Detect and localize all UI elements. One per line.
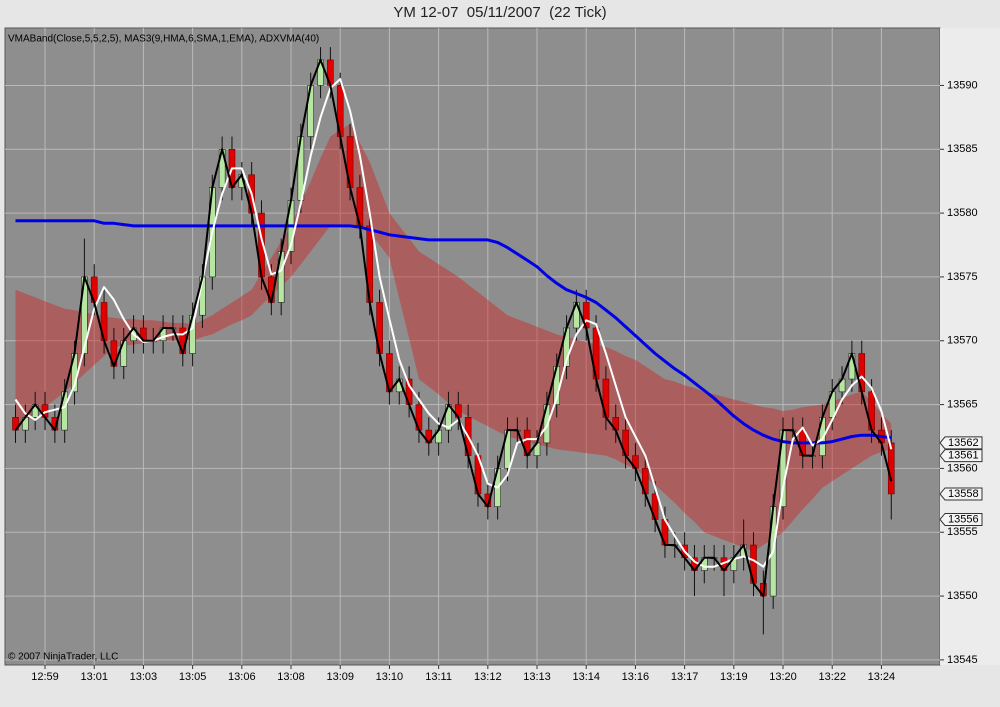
y-tick-label: 13590 bbox=[947, 79, 978, 91]
plot-area bbox=[4, 27, 941, 666]
candle-body bbox=[887, 442, 895, 495]
y-tick-label: 13555 bbox=[947, 526, 978, 538]
y-tick-label: 13565 bbox=[947, 398, 978, 410]
chart-title: YM 12-07 05/11/2007 (22 Tick) bbox=[393, 4, 606, 21]
vma-band bbox=[15, 123, 892, 552]
y-tick-label: 13550 bbox=[947, 590, 978, 602]
plot-layer: 13545 13550 13555 13560 13565 13570 13575 13580… bbox=[5, 28, 978, 683]
candle-body bbox=[12, 417, 19, 431]
x-tick-label: 13:14 bbox=[572, 671, 600, 683]
price-marker-label: 13558 bbox=[948, 488, 979, 500]
x-tick-label: 12:59 bbox=[31, 671, 59, 683]
price-marker bbox=[939, 512, 983, 526]
sma-line bbox=[14, 78, 893, 568]
x-tick-label: 13:17 bbox=[671, 671, 699, 683]
x-tick-label: 13:01 bbox=[80, 671, 108, 683]
x-tick-label: 13:22 bbox=[818, 671, 846, 683]
x-tick-label: 13:16 bbox=[622, 671, 650, 683]
y-tick-label: 13580 bbox=[947, 207, 978, 219]
x-tick-label: 13:11 bbox=[425, 671, 452, 683]
price-marker bbox=[939, 436, 983, 450]
price-marker-label: 13556 bbox=[948, 513, 979, 525]
x-tick-label: 13:13 bbox=[523, 671, 551, 683]
y-axis-panel bbox=[940, 28, 1000, 665]
x-tick-label: 13:20 bbox=[769, 671, 797, 683]
x-tick-label: 13:08 bbox=[277, 671, 305, 683]
price-marker-label: 13561 bbox=[948, 450, 979, 462]
price-marker bbox=[939, 449, 983, 463]
indicator-label: VMABand(Close,5,5,2,5), MAS3(9,HMA,6,SMA… bbox=[8, 34, 319, 45]
x-tick-label: 13:12 bbox=[474, 671, 502, 683]
y-tick-label: 13575 bbox=[947, 271, 978, 283]
price-marker bbox=[939, 487, 983, 501]
x-tick-label: 13:06 bbox=[228, 671, 256, 683]
adxvma-line bbox=[15, 219, 892, 445]
x-tick-label: 13:03 bbox=[130, 671, 158, 683]
y-tick-label: 13570 bbox=[947, 335, 978, 347]
hma-line bbox=[14, 58, 893, 598]
y-tick-label: 13560 bbox=[947, 462, 978, 474]
copyright: © 2007 NinjaTrader, LLC bbox=[8, 652, 118, 663]
y-tick-label: 13545 bbox=[947, 654, 978, 666]
x-tick-label: 13:24 bbox=[868, 671, 896, 683]
price-marker-label: 13562 bbox=[948, 437, 979, 449]
x-tick-label: 13:10 bbox=[376, 671, 404, 683]
x-tick-label: 13:09 bbox=[326, 671, 354, 683]
x-tick-label: 13:19 bbox=[720, 671, 748, 683]
y-tick-label: 13585 bbox=[947, 143, 978, 155]
x-tick-label: 13:05 bbox=[179, 671, 207, 683]
